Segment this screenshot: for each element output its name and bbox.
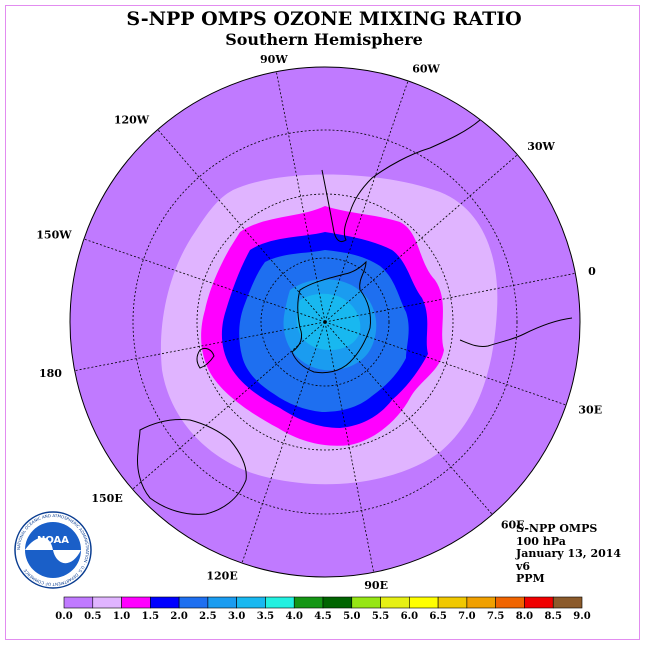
longitude-label: 120W: [114, 114, 150, 127]
colorbar-label: 7.5: [487, 611, 504, 622]
meridian-lines: [74, 71, 576, 573]
meridian-line: [324, 321, 493, 515]
logo-text: NOAA: [37, 535, 69, 546]
logo-wave-icon: [25, 537, 81, 564]
africa-coast: [459, 317, 573, 347]
longitude-label: 150E: [91, 492, 122, 505]
coastline: [137, 81, 573, 515]
antarctica-coast: [291, 260, 371, 374]
colorbar-label: 6.5: [429, 611, 446, 622]
meridian-line: [324, 272, 576, 323]
longitude-label: 0: [588, 265, 596, 278]
colorbar-label: 1.0: [113, 611, 130, 622]
colorbar-label: 9.0: [573, 611, 590, 622]
colorbar-label: 5.5: [372, 611, 389, 622]
map-title: S-NPP OMPS OZONE MIXING RATIO: [126, 8, 522, 30]
meridian-line: [241, 321, 326, 564]
meridian-line: [157, 129, 326, 323]
south-america-coast: [321, 81, 506, 243]
longitude-label: 150W: [36, 229, 72, 242]
longitude-label: 60E: [501, 518, 525, 531]
new-zealand-coast: [196, 347, 215, 369]
info-block: S-NPP OMPS 100 hPa January 13, 2014 v6 P…: [516, 522, 622, 586]
info-units: PPM: [516, 572, 545, 585]
meridian-line: [132, 321, 326, 490]
meridian-line: [324, 321, 375, 573]
meridian-line: [324, 80, 409, 323]
longitude-label: 30W: [527, 140, 555, 153]
colorbar-label: 8.0: [516, 611, 533, 622]
longitude-label: 90E: [364, 579, 388, 592]
graticule: [132, 129, 518, 515]
meridian-line: [324, 154, 518, 323]
meridian-line: [74, 321, 326, 372]
latitude-circle-45s: [132, 129, 518, 515]
colorbar: 0.0 0.5 1.0 1.5 2.0 2.5 3.0 3.5 4.0 4.5 5.0 5.5 6.0 6…: [55, 596, 591, 622]
colorbar-label: 5.0: [343, 611, 360, 622]
longitude-label: 30E: [578, 403, 602, 416]
latitude-circle-75s: [260, 257, 390, 387]
ozone-band-3-0: [296, 293, 361, 350]
longitude-labels: 90W 60W 30W 0 30E 60E 90E 120E 150E 180 150W 120W: [36, 53, 602, 592]
info-date: January 13, 2014: [516, 547, 622, 560]
longitude-label: 90W: [260, 53, 288, 66]
colorbar-label: 1.5: [142, 611, 159, 622]
colorbar-label: 6.0: [401, 611, 418, 622]
longitude-label: 180: [39, 367, 62, 380]
colorbar-label: 2.0: [170, 611, 187, 622]
colorbar-label: 0.5: [84, 611, 101, 622]
colorbar-label: 8.5: [545, 611, 562, 622]
info-product: S-NPP OMPS: [516, 522, 598, 535]
australia-coast: [137, 419, 247, 515]
longitude-label: 120E: [206, 569, 237, 582]
page-frame: [5, 5, 640, 640]
map-border: [69, 66, 581, 578]
meridian-line: [275, 71, 326, 323]
colorbar-label: 4.0: [286, 611, 303, 622]
colorbar-label: 4.5: [314, 611, 331, 622]
meridian-line: [83, 238, 326, 323]
colorbar-label: 2.5: [199, 611, 216, 622]
info-level: 100 hPa: [516, 534, 566, 548]
map-subtitle: Southern Hemisphere: [225, 30, 423, 49]
colorbar-swatch: [552, 596, 583, 609]
colorbar-label: 3.0: [228, 611, 245, 622]
latitude-circle-60s: [196, 193, 454, 451]
colorbar-label: 7.0: [458, 611, 475, 622]
colorbar-label: 0.0: [55, 611, 72, 622]
colorbar-label: 3.5: [257, 611, 274, 622]
info-version: v6: [516, 559, 531, 573]
longitude-label: 60W: [412, 63, 440, 76]
meridian-line: [324, 321, 567, 406]
